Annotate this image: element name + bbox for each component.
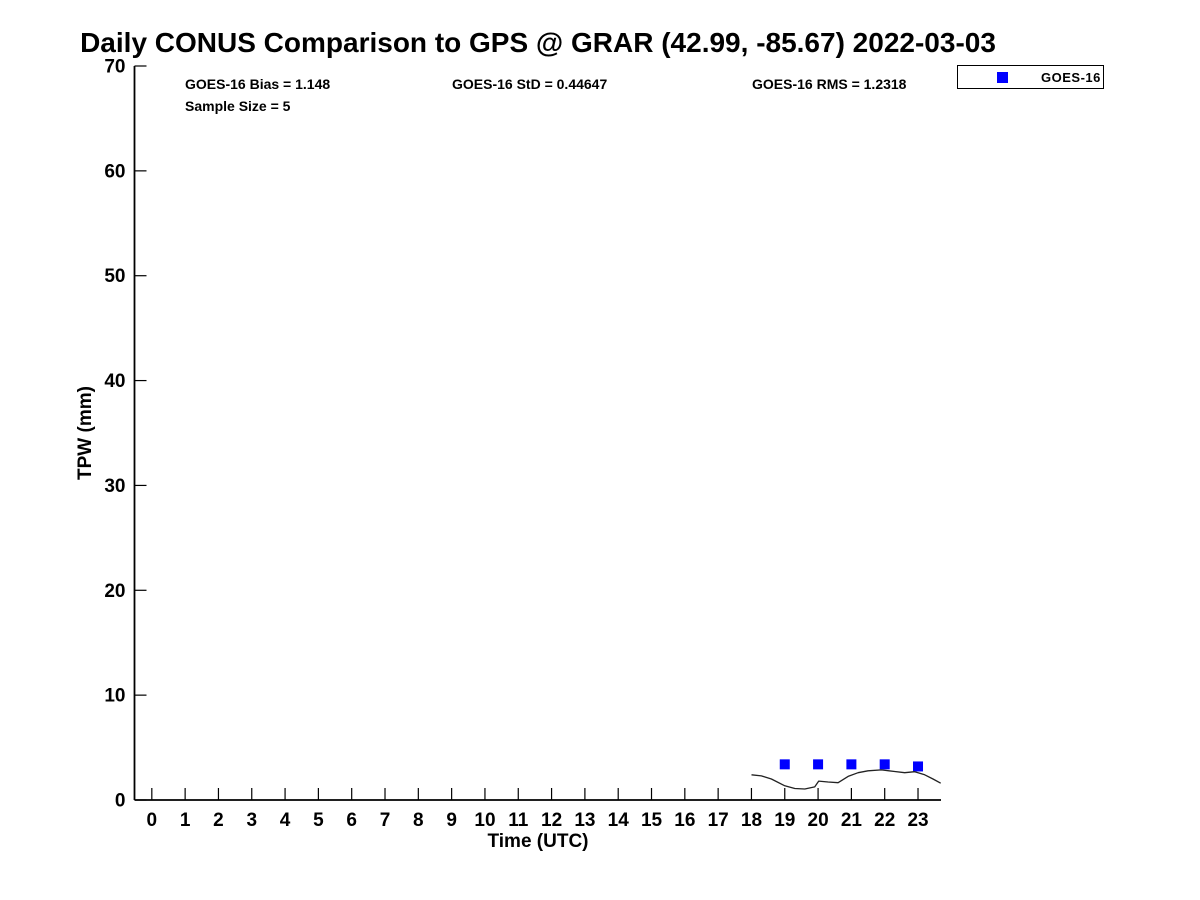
x-tick-label: 23: [907, 810, 928, 831]
stat-sample-size: Sample Size = 5: [185, 98, 291, 114]
x-tick-label: 11: [508, 810, 529, 831]
axes: [133, 66, 941, 801]
x-tick-label: 22: [874, 810, 895, 831]
goes-16-marker: [813, 759, 824, 770]
x-tick-label: 19: [774, 810, 795, 831]
x-tick-label: 0: [147, 810, 158, 831]
stat-bias: GOES-16 Bias = 1.148: [185, 76, 331, 92]
y-tick-label: 0: [115, 791, 126, 812]
goes-16-marker: [879, 759, 890, 770]
x-tick-label: 3: [246, 810, 257, 831]
x-tick-label: 7: [380, 810, 391, 831]
y-tick-label: 40: [104, 371, 125, 392]
x-tick-label: 17: [708, 810, 729, 831]
y-tick-label: 70: [104, 57, 125, 78]
x-tick-label: 13: [574, 810, 595, 831]
goes-16-marker: [846, 759, 857, 770]
x-tick-label: 1: [180, 810, 191, 831]
chart-title: Daily CONUS Comparison to GPS @ GRAR (42…: [80, 27, 996, 58]
x-tick-label: 12: [541, 810, 562, 831]
x-tick-label: 4: [280, 810, 291, 831]
goes-16-marker: [779, 759, 790, 770]
x-tick-label: 8: [413, 810, 424, 831]
x-tick-label: 16: [674, 810, 695, 831]
x-tick-label: 10: [474, 810, 495, 831]
goes-16-markers: [779, 759, 924, 772]
y-axis-ticks: 0 10 20 30 40 50 60 70: [104, 57, 147, 812]
x-tick-label: 15: [641, 810, 663, 831]
y-tick-label: 50: [104, 266, 125, 287]
gps-line-series: [751, 769, 942, 790]
legend-box: GOES-16: [957, 65, 1104, 89]
y-tick-label: 10: [104, 686, 125, 707]
goes16-square-marker-icon: [997, 71, 1008, 83]
goes-16-marker: [913, 761, 924, 772]
x-tick-label: 2: [213, 810, 224, 831]
x-tick-label: 21: [841, 810, 863, 831]
x-tick-label: 9: [446, 810, 457, 831]
y-tick-label: 30: [104, 476, 125, 497]
legend-label: GOES-16: [1041, 69, 1101, 85]
x-axis-label: Time (UTC): [487, 831, 589, 852]
x-tick-label: 20: [808, 810, 829, 831]
x-tick-label: 14: [608, 810, 630, 831]
x-tick-label: 18: [741, 810, 762, 831]
stat-std: GOES-16 StD = 0.44647: [452, 76, 608, 92]
x-tick-label: 6: [346, 810, 357, 831]
stat-rms: GOES-16 RMS = 1.2318: [752, 76, 907, 92]
x-axis-ticks: 0 1 2 3 4 5 6 7 8 9 10 11 12 13 14 15 16 17 18 19 20 21 22 23: [147, 788, 929, 831]
y-tick-label: 60: [104, 161, 125, 182]
x-tick-label: 5: [313, 810, 324, 831]
y-tick-label: 20: [104, 581, 125, 602]
